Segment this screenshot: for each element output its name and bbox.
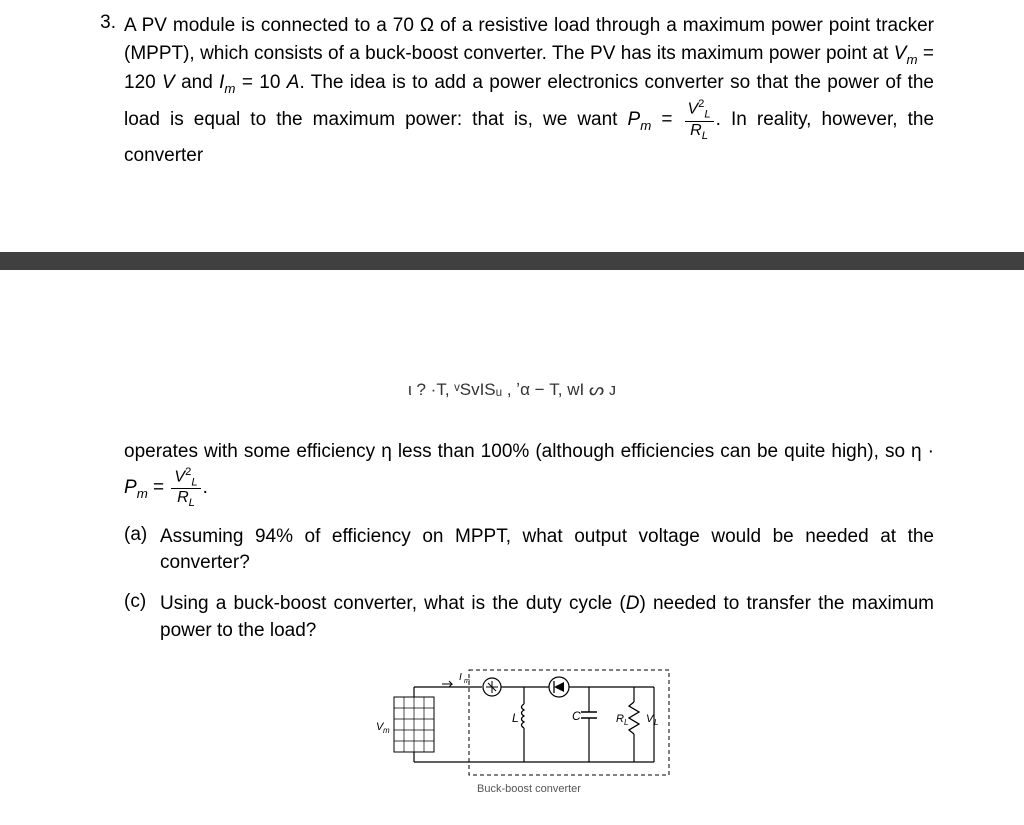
svg-text:m: m <box>383 726 390 735</box>
circuit-diagram: V m I m L <box>124 662 934 797</box>
svg-text:C: C <box>572 709 581 723</box>
efficiency-statement: operates with some efficiency η less tha… <box>124 438 934 510</box>
svg-text:L: L <box>624 718 628 727</box>
svg-text:Buck-boost converter: Buck-boost converter <box>477 783 581 795</box>
garbled-text-row: ι ? ·T, ᵛSvISᵤ , ʼα − T, wI ᔕ ᴊ <box>0 380 1024 400</box>
lower-content: operates with some efficiency η less tha… <box>0 438 1024 797</box>
sub-c-label: (c) <box>124 591 154 613</box>
sub-c-text: Using a buck-boost converter, what is th… <box>160 591 934 644</box>
question-3: 3. A PV module is connected to a 70 Ω of… <box>90 12 934 170</box>
svg-text:L: L <box>512 711 519 725</box>
sub-a-text: Assuming 94% of efficiency on MPPT, what… <box>160 524 934 577</box>
svg-text:L: L <box>654 718 658 727</box>
separator-bar <box>0 252 1024 270</box>
buck-boost-circuit-svg: V m I m L <box>364 662 694 797</box>
sub-question-c: (c) Using a buck-boost converter, what i… <box>124 591 934 644</box>
fraction-vl2-rl-2: V2LRL <box>171 466 200 510</box>
svg-text:I: I <box>459 672 462 683</box>
sub-question-a: (a) Assuming 94% of efficiency on MPPT, … <box>124 524 934 577</box>
question-body: A PV module is connected to a 70 Ω of a … <box>124 12 934 170</box>
svg-text:m: m <box>464 678 470 685</box>
sub-a-label: (a) <box>124 524 154 546</box>
fraction-vl2-rl: V2LRL <box>685 98 714 142</box>
svg-text:R: R <box>616 713 624 725</box>
question-number: 3. <box>90 12 116 34</box>
problem-statement: A PV module is connected to a 70 Ω of a … <box>124 12 934 170</box>
